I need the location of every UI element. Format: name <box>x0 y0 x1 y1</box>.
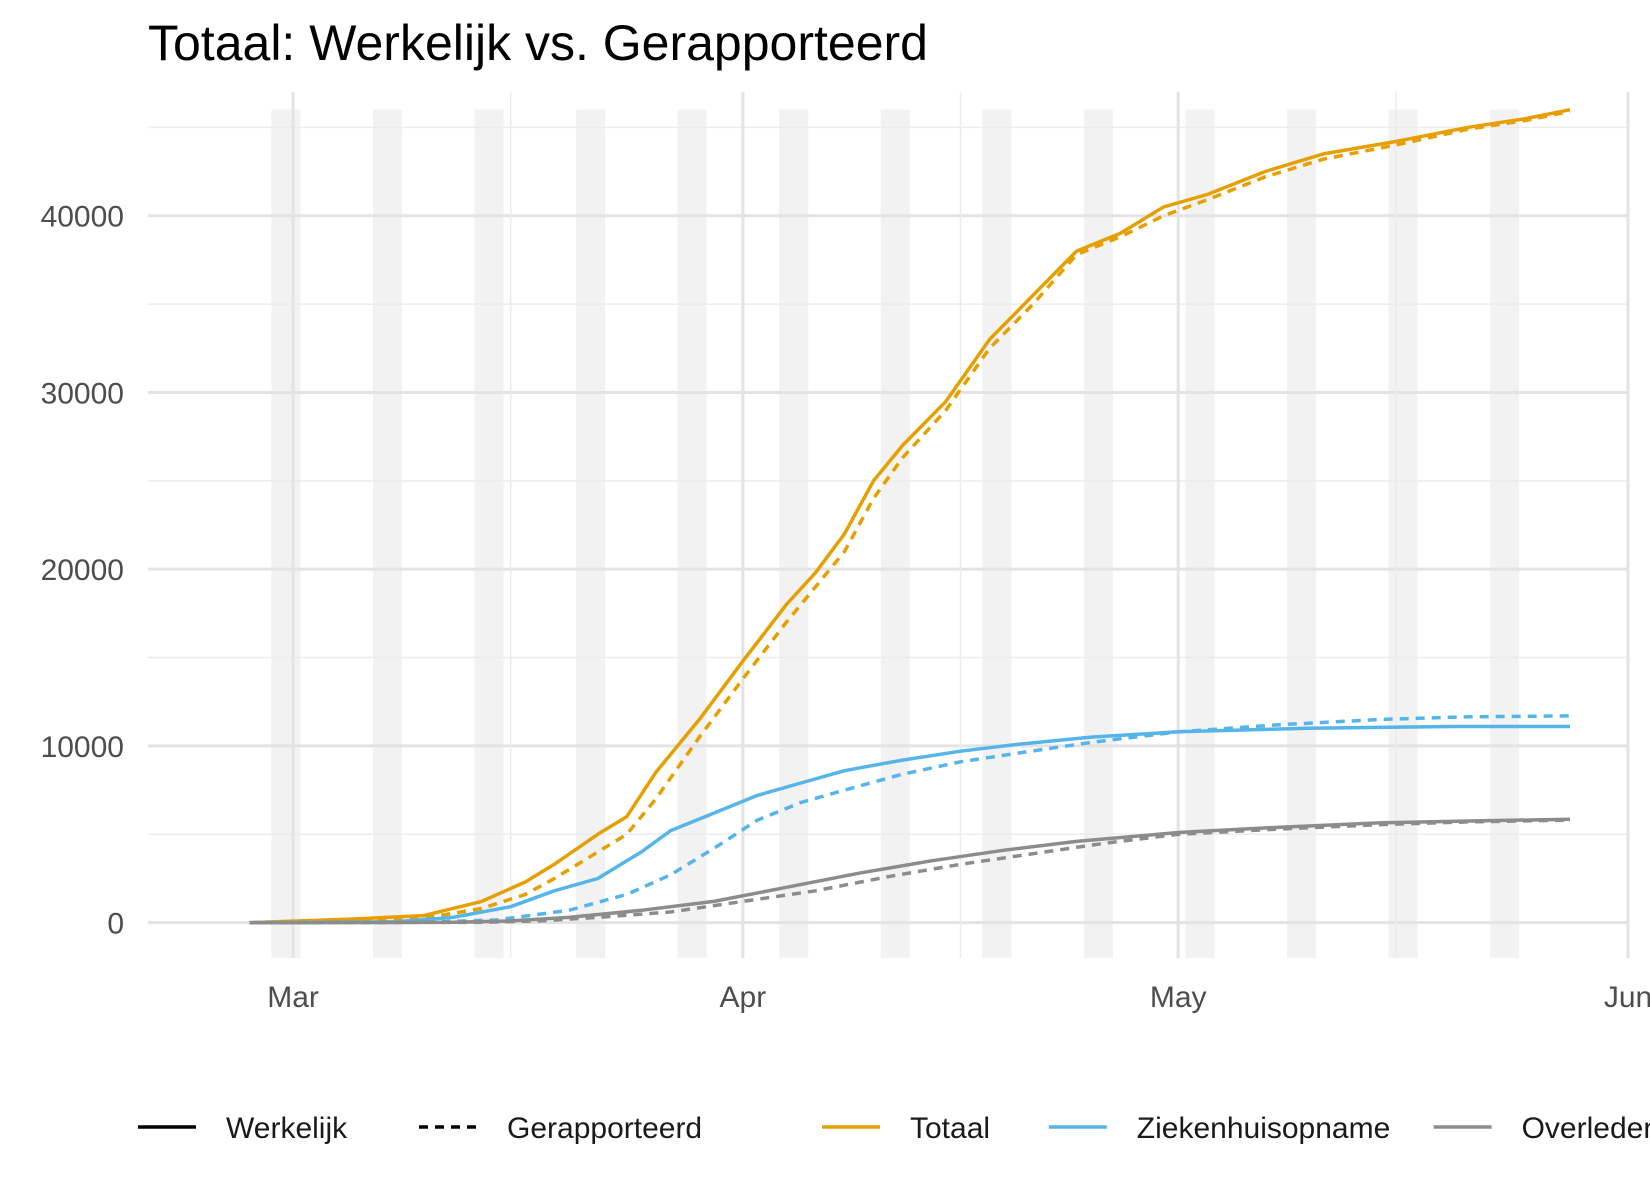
legend-label: Werkelijk <box>226 1112 348 1145</box>
series-line-overleden-gerapporteerd <box>249 818 1571 925</box>
x-tick-label: May <box>1150 981 1207 1014</box>
legend-label: Totaal <box>910 1112 990 1145</box>
weekend-band <box>1287 109 1317 959</box>
chart-title: Totaal: Werkelijk vs. Gerapporteerd <box>148 15 928 71</box>
series-line-ziekenhuisopname-gerapporteerd <box>249 714 1571 925</box>
weekend-band <box>982 109 1012 959</box>
y-tick-label: 40000 <box>41 201 124 234</box>
series-line-totaal-gerapporteerd <box>249 109 1571 925</box>
weekend-bands <box>271 109 1520 959</box>
series-line-totaal-werkelijk <box>249 107 1571 925</box>
weekend-band <box>1185 109 1215 959</box>
legend-label: Ziekenhuisopname <box>1137 1112 1391 1145</box>
x-tick-label: Jun <box>1604 981 1650 1014</box>
x-axis-ticks: Mar Apr May Jun <box>267 981 1650 1014</box>
x-tick-label: Mar <box>267 981 319 1014</box>
weekend-band <box>677 109 707 959</box>
series-lines <box>249 107 1571 925</box>
legend: Werkelijk Gerapporteerd Totaal Ziekenhuisop… <box>138 1112 1650 1145</box>
weekend-band <box>372 109 402 959</box>
weekend-band <box>474 109 504 959</box>
x-tick-label: Apr <box>720 981 767 1014</box>
weekend-band <box>880 109 910 959</box>
y-axis-ticks: 0 10000 20000 30000 40000 <box>41 201 124 941</box>
legend-label: Gerapporteerd <box>507 1112 702 1145</box>
weekend-band <box>1490 109 1520 959</box>
y-tick-label: 20000 <box>41 554 124 587</box>
weekend-band <box>779 109 809 959</box>
weekend-band <box>1388 109 1418 959</box>
y-tick-label: 30000 <box>41 377 124 410</box>
legend-label: Overleden <box>1522 1112 1650 1145</box>
weekend-band <box>576 109 606 959</box>
y-tick-label: 10000 <box>41 731 124 764</box>
weekend-band <box>271 109 301 959</box>
y-tick-label: 0 <box>107 908 124 941</box>
